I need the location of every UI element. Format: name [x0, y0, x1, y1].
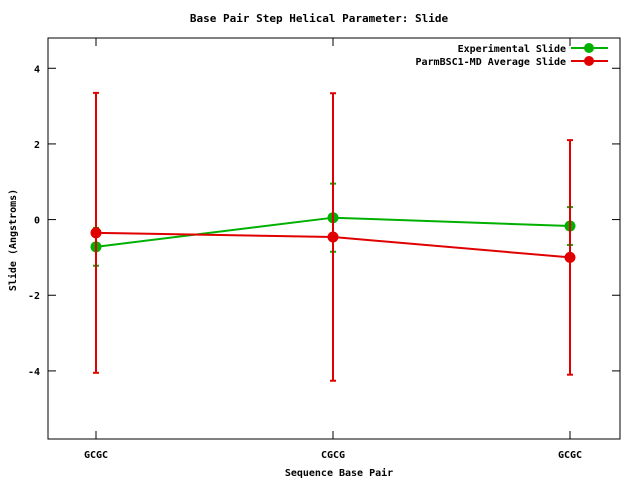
legend-label: ParmBSC1-MD Average Slide: [415, 56, 566, 68]
data-point: [90, 227, 102, 239]
y-tick-label: -4: [28, 367, 40, 378]
series-parmbsc1-md: [90, 91, 576, 382]
x-axis-label: Sequence Base Pair: [285, 467, 393, 479]
y-axis-label: Slide (Angstroms): [7, 189, 19, 291]
y-tick-label: 4: [34, 64, 40, 75]
data-point: [327, 231, 339, 243]
axis-ticks: 4 2 0 -2 -4 GCGC CGCG GCGC: [28, 38, 620, 461]
y-tick-label: -2: [28, 291, 40, 302]
chart-title: Base Pair Step Helical Parameter: Slide: [190, 12, 449, 25]
legend-marker: [584, 43, 594, 53]
x-tick-label: GCGC: [84, 450, 108, 461]
x-tick-label: GCGC: [558, 450, 582, 461]
y-tick-label: 2: [34, 140, 40, 151]
legend-label: Experimental Slide: [458, 43, 566, 55]
y-tick-label: 0: [34, 216, 40, 227]
data-point: [564, 251, 576, 263]
plot-frame: [47, 37, 621, 440]
series-layer: [90, 91, 576, 382]
x-tick-label: CGCG: [321, 450, 345, 461]
legend-marker: [584, 56, 594, 66]
